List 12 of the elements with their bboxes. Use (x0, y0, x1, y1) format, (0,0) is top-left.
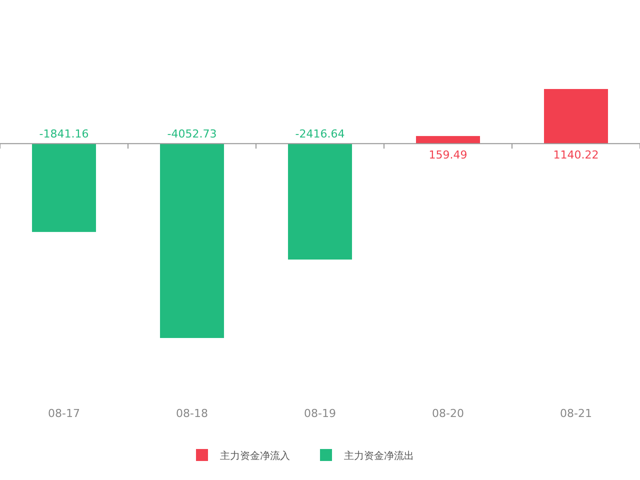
legend-label: 主力资金净流入 (220, 450, 290, 462)
legend-label: 主力资金净流出 (344, 450, 414, 462)
x-tick-label: 08-21 (560, 407, 592, 420)
x-tick-label: 08-17 (48, 407, 80, 420)
x-tick-label: 08-20 (432, 407, 464, 420)
x-tick-label: 08-19 (304, 407, 336, 420)
data-label: -2416.64 (295, 128, 345, 141)
data-label: 159.49 (428, 148, 468, 162)
data-label: -1841.16 (39, 128, 89, 141)
data-label: -4052.73 (167, 128, 217, 141)
data-label: 1140.22 (553, 148, 599, 162)
x-tick-label: 08-18 (176, 407, 208, 420)
